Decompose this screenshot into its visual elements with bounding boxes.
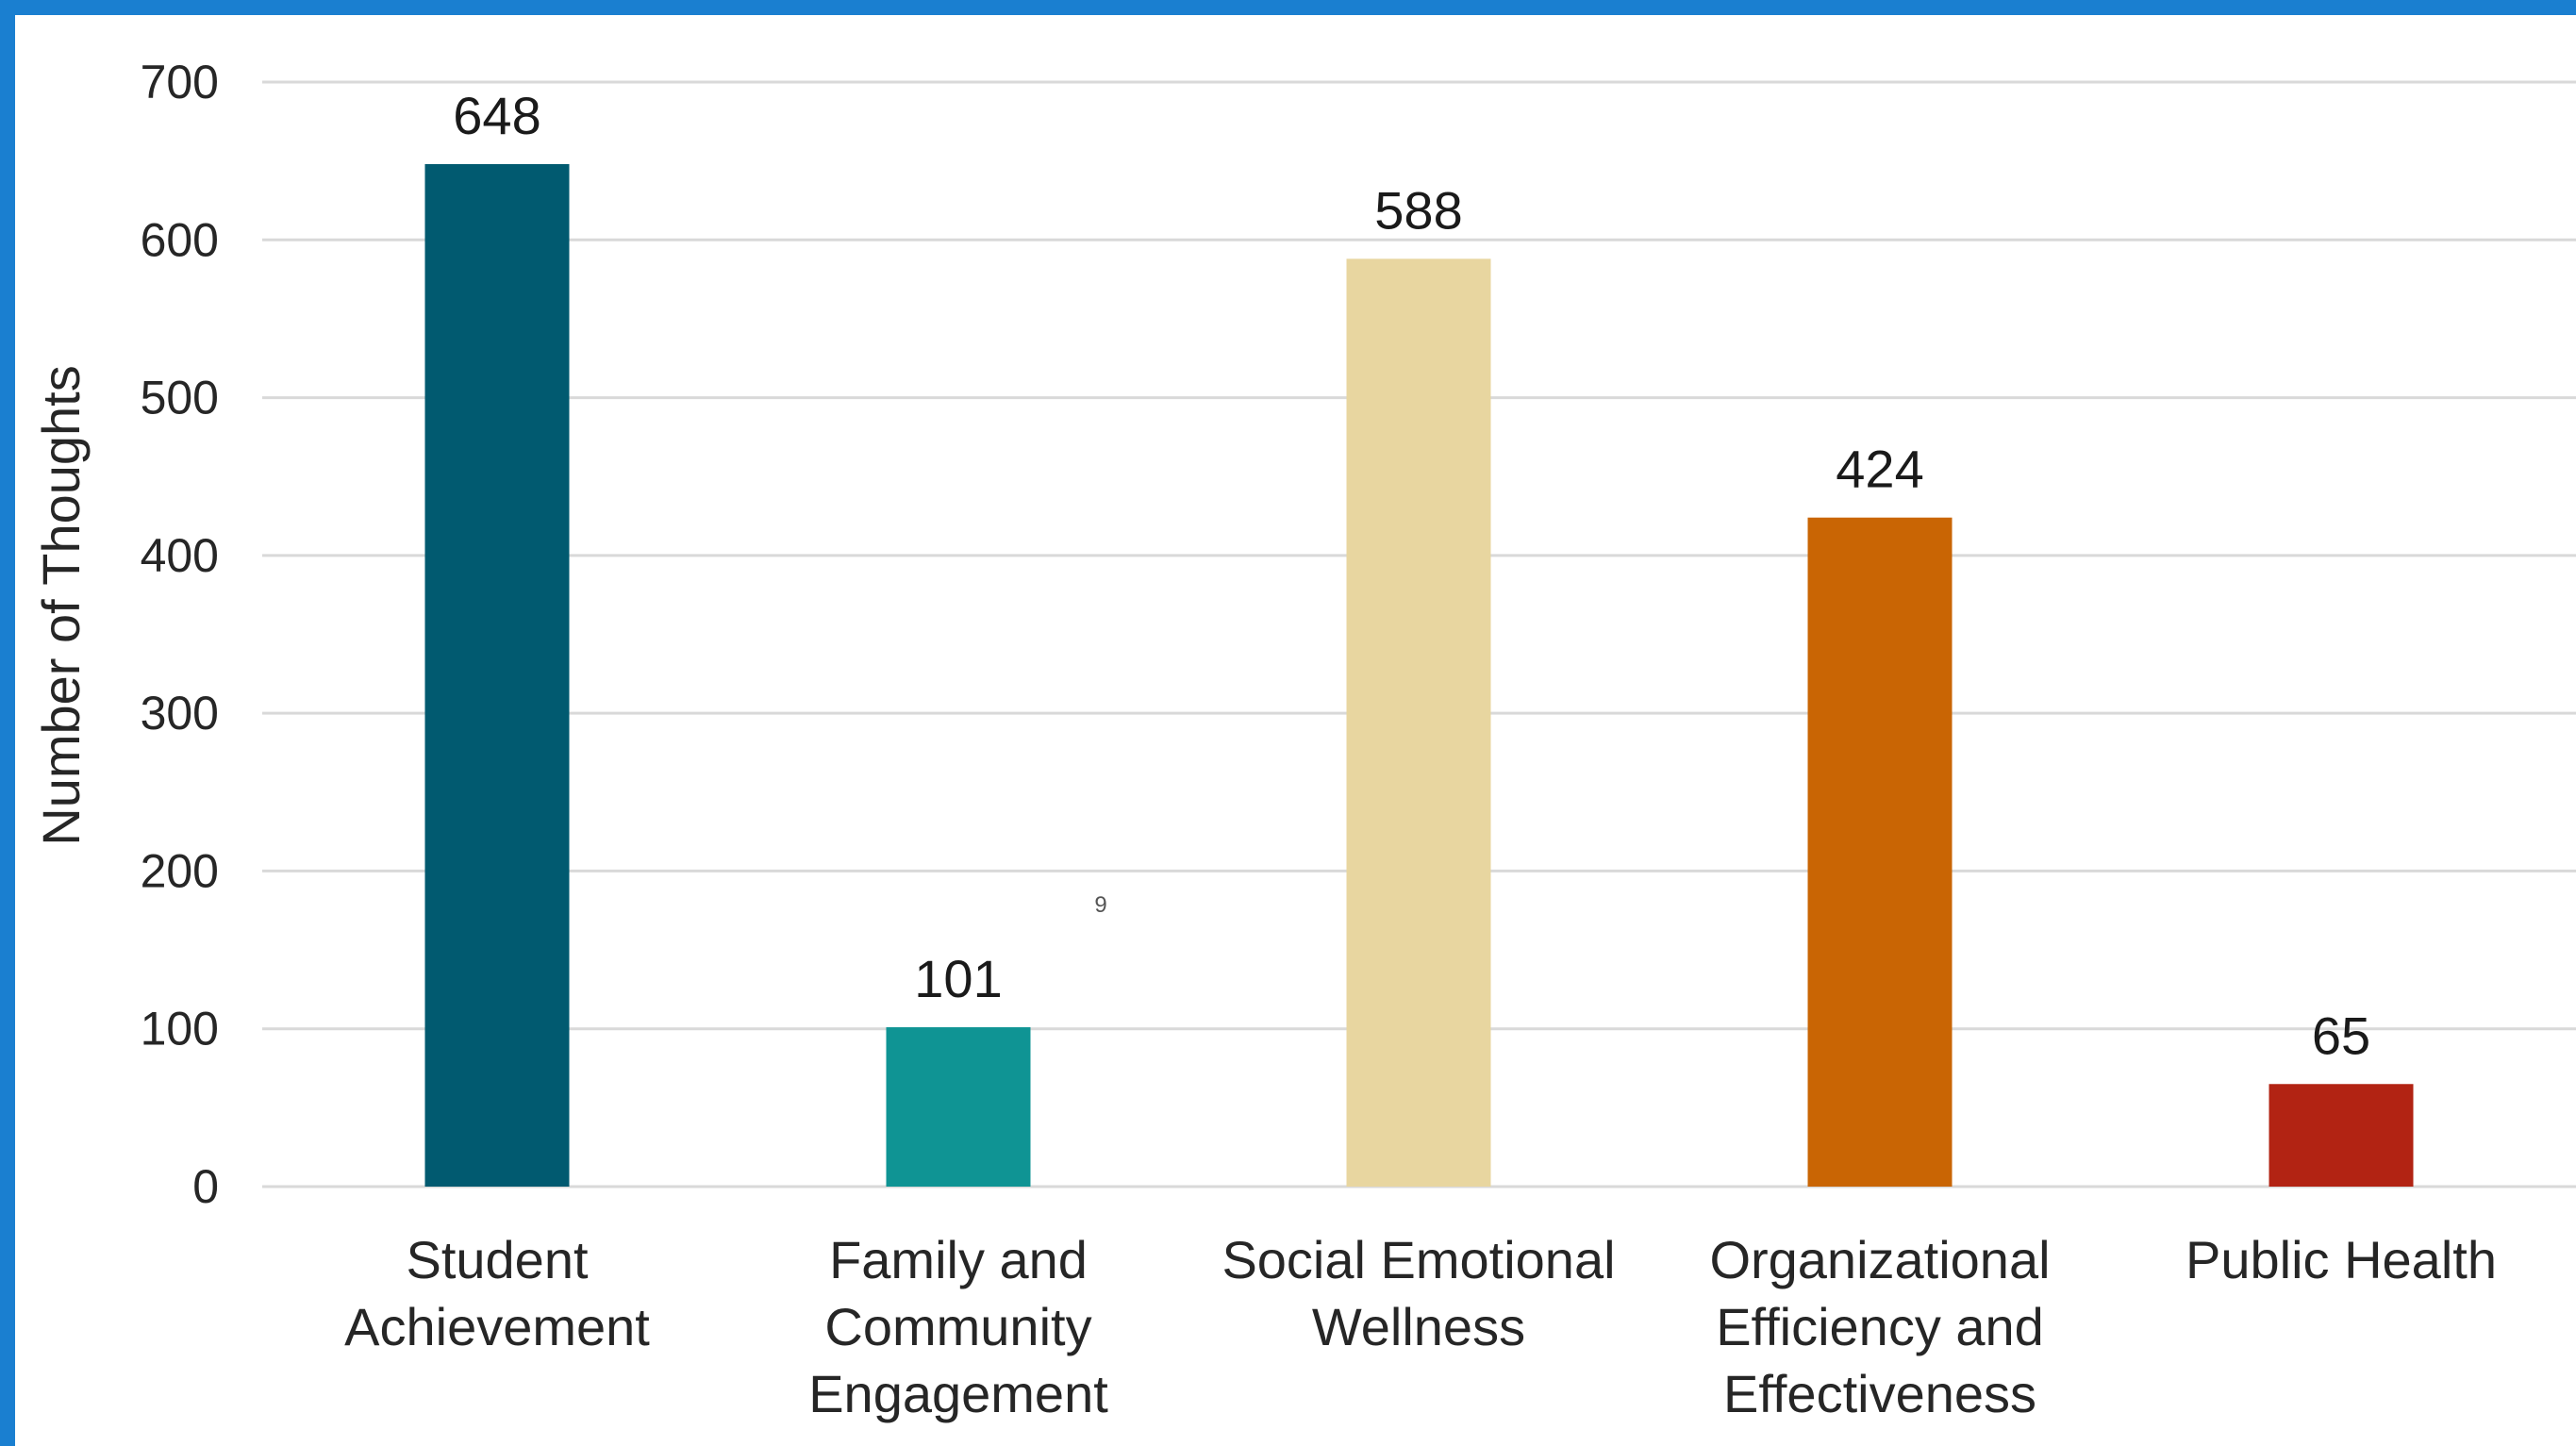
data-label-2: 101 (914, 949, 1002, 1008)
data-label-1: 648 (453, 86, 540, 145)
category-label-5: Public Health (2185, 1230, 2497, 1289)
frame-border-top (0, 0, 2576, 15)
category-label-line: Family and (829, 1230, 1088, 1289)
data-label-3: 588 (1374, 180, 1462, 240)
category-label-line: Student (406, 1230, 588, 1289)
data-labels: 648 101 588 424 65 (453, 86, 2370, 1065)
y-tick-label-200: 200 (141, 844, 219, 897)
bar-5 (2269, 1084, 2414, 1187)
category-label-3: Social Emotional Wellness (1222, 1230, 1615, 1356)
bar-4 (1807, 517, 1953, 1187)
category-label-line: Effectiveness (1723, 1364, 2036, 1423)
category-label-line: Social Emotional (1222, 1230, 1615, 1289)
y-tick-label-0: 0 (192, 1160, 219, 1213)
bar-1 (424, 163, 570, 1188)
y-tick-label-700: 700 (141, 56, 219, 108)
x-axis-categories: Student Achievement Family and Community Eng… (344, 1230, 2497, 1423)
data-label-5: 65 (2312, 1006, 2370, 1065)
category-label-line: Public Health (2185, 1230, 2497, 1289)
annotation-label: 9 (1094, 892, 1106, 918)
category-label-line: Organizational (1709, 1230, 2050, 1289)
data-label-4: 424 (1836, 440, 1923, 499)
y-tick-label-400: 400 (141, 529, 219, 582)
category-label-1: Student Achievement (344, 1230, 650, 1356)
bar-3 (1346, 258, 1491, 1187)
category-label-line: Engagement (808, 1364, 1108, 1423)
bar-2 (886, 1027, 1031, 1187)
category-label-2: Family and Community Engagement (808, 1230, 1108, 1423)
y-tick-label-500: 500 (141, 372, 219, 424)
y-tick-label-300: 300 (141, 687, 219, 740)
frame-border-left (0, 0, 15, 1446)
category-label-line: Efficiency and (1716, 1297, 2044, 1356)
category-label-line: Achievement (344, 1297, 650, 1356)
category-label-line: Wellness (1312, 1297, 1525, 1356)
category-label-line: Community (824, 1297, 1091, 1356)
y-tick-label-600: 600 (141, 213, 219, 266)
y-tick-label-100: 100 (141, 1003, 219, 1055)
bars (424, 163, 2414, 1188)
category-label-4: Organizational Efficiency and Effectivenes… (1709, 1230, 2050, 1423)
y-axis-title: Number of Thoughts (31, 365, 91, 845)
y-axis-ticks: 0 100 200 300 400 500 600 700 (141, 56, 219, 1213)
